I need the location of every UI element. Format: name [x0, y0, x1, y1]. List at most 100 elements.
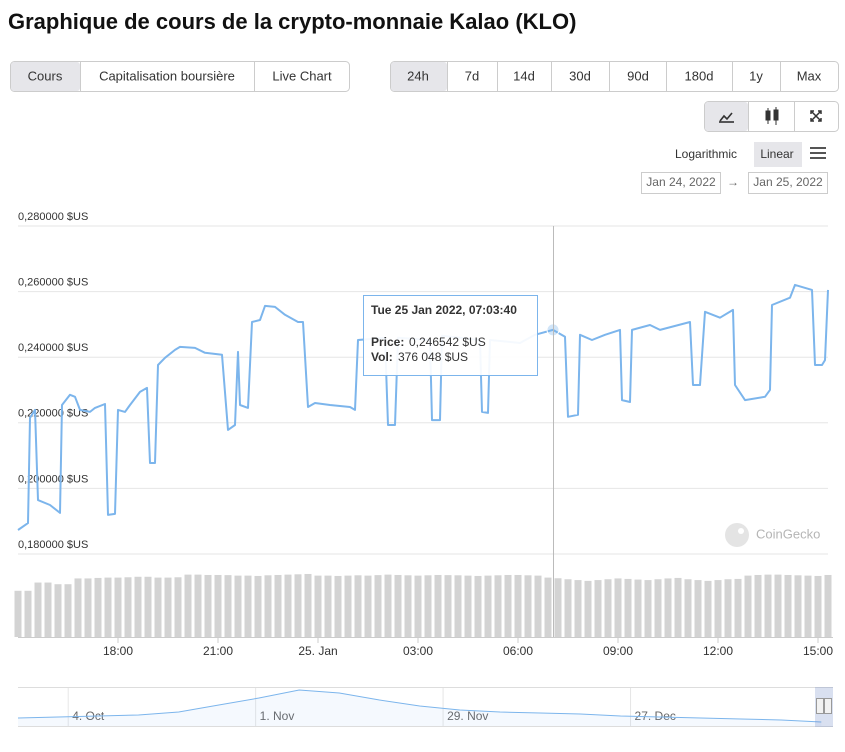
- volume-bar: [234, 575, 242, 637]
- volume-bar: [244, 575, 252, 637]
- range-button[interactable]: 1y: [749, 68, 763, 83]
- menu-icon[interactable]: [810, 147, 826, 159]
- volume-bar: [14, 590, 22, 637]
- volume-bar: [414, 575, 422, 637]
- range-button[interactable]: 24h: [407, 68, 429, 83]
- volume-bar: [114, 577, 122, 637]
- volume-bar: [294, 574, 302, 637]
- volume-bar: [584, 580, 592, 637]
- range-button[interactable]: 7d: [465, 68, 479, 83]
- x-tick-label: 09:00: [603, 644, 633, 658]
- volume-bar: [444, 575, 452, 637]
- volume-bar: [764, 574, 772, 637]
- y-tick-label: 0,260000 $US: [18, 277, 88, 289]
- volume-bar: [724, 579, 732, 637]
- volume-bar: [674, 577, 682, 637]
- range-button[interactable]: 180d: [685, 68, 714, 83]
- volume-bar: [194, 574, 202, 637]
- volume-bar: [634, 579, 642, 637]
- volume-bar: [514, 574, 522, 637]
- volume-bar: [814, 575, 822, 637]
- volume-bar: [644, 580, 652, 637]
- volume-bar: [304, 573, 312, 637]
- line-chart-icon[interactable]: [719, 112, 734, 123]
- volume-bar: [604, 579, 612, 637]
- volume-bar: [164, 577, 172, 637]
- x-tick-label: 12:00: [703, 644, 733, 658]
- volume-bar: [804, 575, 812, 637]
- volume-bar: [324, 575, 332, 637]
- tab[interactable]: Cours: [28, 68, 63, 83]
- volume-bar: [184, 574, 192, 637]
- navigator-handle[interactable]: [824, 698, 832, 714]
- icon-selected-bg: [705, 102, 748, 131]
- fullscreen-icon[interactable]: [810, 110, 822, 122]
- navigator: 4. Oct 1. Nov 29. Nov 27. Dec: [17, 688, 822, 726]
- volume-bar: [494, 575, 502, 637]
- volume-bar: [84, 578, 92, 637]
- tab[interactable]: Capitalisation boursière: [99, 68, 235, 83]
- navigator-handle[interactable]: [816, 698, 824, 714]
- volume-bar: [394, 574, 402, 637]
- volume-bar: [714, 580, 722, 637]
- volume-bar: [784, 574, 792, 637]
- range-button[interactable]: 30d: [569, 68, 591, 83]
- volume-bar: [374, 575, 382, 637]
- volume-bar: [104, 577, 112, 637]
- volume-bar: [594, 580, 602, 637]
- volume-bar: [214, 574, 222, 637]
- volume-bar: [134, 576, 142, 637]
- tooltip-value: 0,246542 $US: [409, 335, 486, 349]
- tooltip-box: [363, 295, 538, 376]
- volume-bar: [154, 577, 162, 637]
- volume-bar: [484, 575, 492, 637]
- volume-bar: [544, 577, 552, 637]
- volume-bar: [364, 575, 372, 637]
- volume-bar: [734, 578, 742, 637]
- volume-bar: [824, 574, 832, 637]
- volume-bar: [384, 574, 392, 637]
- volume-bar: [94, 577, 102, 637]
- volume-bar: [744, 575, 752, 637]
- tooltip-label: Vol:: [371, 350, 393, 364]
- date-input[interactable]: [748, 172, 828, 194]
- tooltip-value: 376 048 $US: [398, 350, 468, 364]
- scale-option[interactable]: Logarithmic: [675, 147, 737, 161]
- date-input[interactable]: [641, 172, 721, 194]
- range-button[interactable]: 90d: [627, 68, 649, 83]
- navigator-tick-label: 1. Nov: [260, 709, 295, 723]
- volume-bar: [254, 575, 262, 637]
- tab[interactable]: Live Chart: [272, 68, 332, 83]
- volume-bar: [504, 574, 512, 637]
- volume-bar: [284, 574, 292, 637]
- date-to: Jan 25, 2022: [753, 175, 823, 189]
- dividers: [447, 62, 781, 91]
- volume-bar: [24, 590, 32, 637]
- volume-bar: [664, 578, 672, 637]
- x-tick-label: 18:00: [103, 644, 133, 658]
- volume-bar: [44, 582, 52, 637]
- range-selected-bg: [391, 62, 447, 91]
- navigator-tick-label: 29. Nov: [447, 709, 488, 723]
- range-button[interactable]: Max: [797, 68, 822, 83]
- volume-bar: [74, 578, 82, 637]
- navigator-tick-label: 27. Dec: [635, 709, 676, 723]
- volume-bar: [564, 579, 572, 637]
- volume-bar: [614, 578, 622, 637]
- volume-bar: [224, 575, 232, 637]
- scale-option[interactable]: Linear: [760, 147, 793, 161]
- candlestick-icon[interactable]: [765, 107, 779, 125]
- volume-bar: [264, 575, 272, 637]
- volume-bar: [204, 574, 212, 637]
- y-tick-label: 0,180000 $US: [18, 539, 88, 551]
- volume-bar: [434, 574, 442, 637]
- volume-bar: [124, 577, 132, 637]
- volume-bar: [624, 578, 632, 637]
- volume-bar: [334, 575, 342, 637]
- x-tick-label: 15:00: [803, 644, 833, 658]
- date-arrow: →: [727, 175, 739, 189]
- y-tick-label: 0,200000 $US: [18, 473, 88, 485]
- volume-bar: [794, 575, 802, 637]
- range-button[interactable]: 14d: [513, 68, 535, 83]
